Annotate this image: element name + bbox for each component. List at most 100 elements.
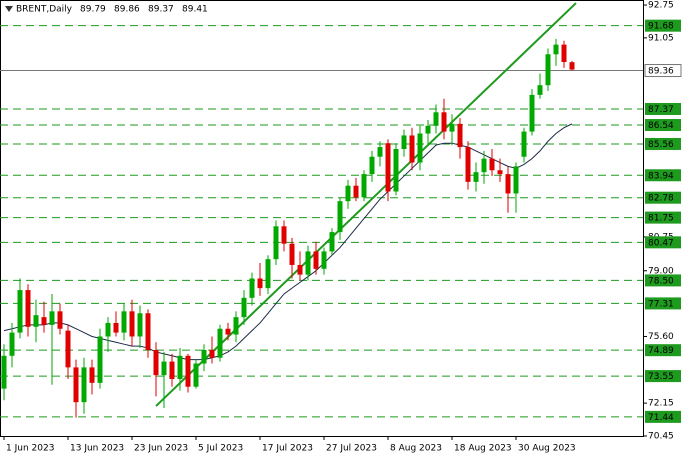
candle-body bbox=[545, 54, 551, 86]
candle-body bbox=[305, 251, 311, 275]
candle-body bbox=[449, 123, 455, 132]
candle-body bbox=[233, 317, 239, 335]
candle-body bbox=[505, 174, 511, 194]
candle-body bbox=[185, 355, 191, 387]
candle-body bbox=[481, 158, 487, 173]
candle-body bbox=[9, 332, 15, 356]
level-label: 85.56 bbox=[648, 140, 674, 150]
x-tick-label: 13 Jun 2023 bbox=[70, 444, 124, 454]
level-label: 71.44 bbox=[648, 413, 674, 423]
x-tick-label: 30 Aug 2023 bbox=[518, 444, 576, 454]
candle-body bbox=[321, 251, 327, 269]
level-label: 82.78 bbox=[648, 194, 674, 204]
y-tick-label: 92.75 bbox=[648, 1, 674, 11]
candle-body bbox=[249, 278, 255, 298]
candle-body bbox=[57, 311, 63, 329]
candle-body bbox=[361, 174, 367, 198]
candle-body bbox=[65, 330, 71, 368]
candle-body bbox=[273, 226, 279, 260]
x-tick-label: 23 Jun 2023 bbox=[134, 444, 188, 454]
y-tick-label: 75.60 bbox=[648, 332, 674, 342]
candle-body bbox=[473, 172, 479, 182]
candle-body bbox=[465, 147, 471, 182]
candle-body bbox=[1, 355, 7, 389]
x-tick-label: 27 Jul 2023 bbox=[326, 444, 377, 454]
level-label: 87.37 bbox=[648, 105, 674, 115]
candle-body bbox=[177, 355, 183, 379]
level-label: 77.31 bbox=[648, 299, 674, 309]
header-value: 89.86 bbox=[114, 5, 140, 15]
candle-body bbox=[105, 322, 111, 337]
candle-body bbox=[297, 264, 303, 275]
level-label: 78.50 bbox=[648, 276, 674, 286]
candle-body bbox=[73, 367, 79, 403]
candle-body bbox=[521, 131, 527, 157]
candle-body bbox=[353, 185, 359, 198]
candle-body bbox=[257, 278, 263, 289]
x-tick-label: 1 Jun 2023 bbox=[6, 444, 54, 454]
level-label-box bbox=[645, 344, 681, 357]
header-value: 89.37 bbox=[148, 5, 174, 15]
chart-title: BRENT,Daily bbox=[16, 5, 73, 15]
candle-body bbox=[121, 311, 127, 333]
level-label-box bbox=[645, 169, 681, 182]
candle-body bbox=[137, 313, 143, 337]
candle-body bbox=[569, 62, 575, 70]
candle-body bbox=[145, 313, 151, 350]
candle-body bbox=[169, 361, 175, 379]
candle-body bbox=[393, 148, 399, 192]
price-label-box bbox=[644, 64, 682, 78]
level-label-box bbox=[645, 19, 681, 32]
candle-body bbox=[161, 361, 167, 376]
level-label: 91.68 bbox=[648, 22, 674, 32]
candle-body bbox=[281, 226, 287, 244]
candle-body bbox=[537, 85, 543, 95]
candle-body bbox=[345, 185, 351, 202]
level-label: 80.47 bbox=[648, 238, 674, 248]
candle-body bbox=[193, 363, 199, 387]
level-label-box bbox=[645, 119, 681, 132]
candle-body bbox=[217, 328, 223, 358]
header-value: 89.79 bbox=[80, 5, 106, 15]
candle-body bbox=[401, 135, 407, 149]
price-label: 89.36 bbox=[648, 67, 674, 77]
candle-body bbox=[337, 201, 343, 233]
candle-body bbox=[241, 297, 247, 318]
level-label: 73.55 bbox=[648, 372, 674, 382]
candle-body bbox=[377, 147, 383, 157]
candle-body bbox=[561, 44, 567, 63]
y-tick-label: 70.45 bbox=[648, 432, 674, 442]
plot-frame bbox=[0, 0, 644, 437]
level-label: 81.75 bbox=[648, 214, 674, 224]
candle-body bbox=[41, 317, 47, 325]
candle-body bbox=[409, 135, 415, 163]
trendline bbox=[155, 2, 577, 407]
candle-body bbox=[433, 112, 439, 126]
level-label: 74.89 bbox=[648, 346, 674, 356]
candle-body bbox=[457, 123, 463, 148]
candle-body bbox=[529, 94, 535, 132]
header-value: 89.41 bbox=[182, 5, 208, 15]
level-label-box bbox=[645, 137, 681, 150]
candle-body bbox=[33, 315, 39, 327]
candle-body bbox=[225, 328, 231, 335]
candle-body bbox=[497, 170, 503, 175]
level-label-box bbox=[645, 410, 681, 423]
symbol-icon bbox=[5, 6, 13, 12]
candle-body bbox=[385, 143, 391, 192]
level-label-box bbox=[645, 370, 681, 383]
level-label-box bbox=[645, 297, 681, 310]
candle-body bbox=[313, 251, 319, 269]
x-tick-label: 18 Aug 2023 bbox=[454, 444, 512, 454]
y-tick-label: 72.15 bbox=[648, 399, 674, 409]
candle-body bbox=[209, 349, 215, 358]
candle-body bbox=[329, 232, 335, 252]
candle-body bbox=[513, 166, 519, 194]
candle-body bbox=[265, 259, 271, 289]
candle-body bbox=[153, 349, 159, 376]
candle-body bbox=[441, 112, 447, 132]
level-label-box bbox=[645, 274, 681, 287]
candle-body bbox=[17, 290, 23, 333]
candle-body bbox=[113, 322, 119, 333]
